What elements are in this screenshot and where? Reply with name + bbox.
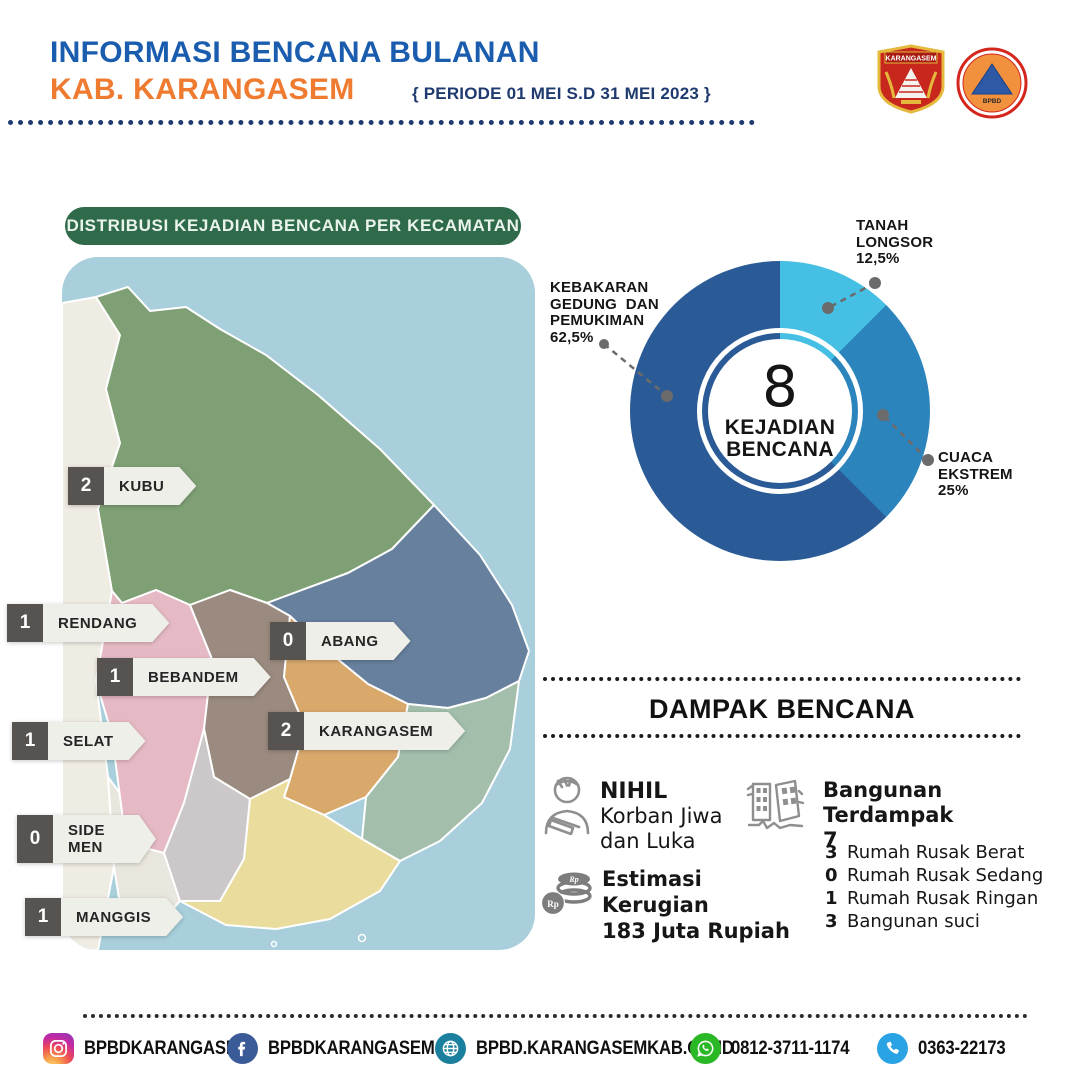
- footer-instagram[interactable]: BPBDKARANGASEM: [43, 1033, 273, 1064]
- money-loss-icon: Rp Rp: [540, 872, 592, 916]
- svg-text:BPBD: BPBD: [983, 98, 1002, 105]
- district-count: 0: [17, 815, 53, 863]
- district-label-sidemen: 0 SIDE MEN: [17, 815, 156, 863]
- svg-text:Rp: Rp: [568, 875, 578, 884]
- district-label-bebandem: 1 BEBANDEM: [97, 658, 271, 696]
- footer-whatsapp[interactable]: 0812-3711-1174: [690, 1033, 866, 1064]
- page-subtitle: KAB. KARANGASEM: [50, 73, 355, 106]
- district-count: 1: [97, 658, 133, 696]
- footer-facebook[interactable]: BPBDKARANGASEM: [227, 1033, 457, 1064]
- buildings-damage-list: 3 Rumah Rusak Berat 0 Rumah Rusak Sedang 1…: [825, 841, 1043, 933]
- map-regions: [62, 286, 530, 950]
- casualties-value: NIHIL: [600, 779, 668, 804]
- district-label-manggis: 1 MANGGIS: [25, 898, 183, 936]
- footer-website[interactable]: BPBD.KARANGASEMKAB.GO.ID: [435, 1033, 769, 1064]
- svg-text:Rp: Rp: [547, 899, 559, 909]
- whatsapp-number: 0812-3711-1174: [731, 1037, 850, 1059]
- impact-heading: DAMPAK BENCANA: [649, 694, 915, 724]
- svg-text:KARANGASEM: KARANGASEM: [886, 56, 937, 63]
- injured-person-icon: [544, 776, 590, 835]
- district-count: 1: [25, 898, 61, 936]
- slice-label-cuaca-ekstrem: CUACA EKSTREM 25%: [938, 449, 1013, 499]
- website-url: BPBD.KARANGASEMKAB.GO.ID: [476, 1037, 734, 1059]
- list-item: 0 Rumah Rusak Sedang: [825, 865, 1044, 886]
- karangasem-crest-icon: KARANGASEM: [877, 44, 945, 114]
- phone-number: 0363-22173: [918, 1037, 1006, 1059]
- losses-text: Estimasi Kerugian 183 Juta Rupiah: [602, 867, 790, 943]
- slice-label-tanah-longsor: TANAH LONGSOR 12,5%: [856, 217, 934, 267]
- district-name: RENDANG: [43, 604, 169, 642]
- map-islet: [357, 933, 367, 943]
- district-label-karangasem: 2 KARANGASEM: [268, 712, 465, 750]
- whatsapp-icon: [690, 1033, 721, 1064]
- bpbd-logo-icon: BPBD: [956, 47, 1028, 119]
- district-name: MANGGIS: [61, 898, 183, 936]
- footer-phone[interactable]: 0363-22173: [877, 1033, 1017, 1064]
- district-name: BEBANDEM: [133, 658, 271, 696]
- district-count: 1: [12, 722, 48, 760]
- facebook-handle: BPBDKARANGASEM: [268, 1037, 435, 1059]
- district-label-abang: 0 ABANG: [270, 622, 411, 660]
- page-title: INFORMASI BENCANA BULANAN: [50, 36, 540, 69]
- map-section-heading: DISTRIBUSI KEJADIAN BENCANA PER KECAMATA…: [65, 207, 521, 245]
- buildings-affected-title: Bangunan Terdampak 7: [823, 778, 1043, 853]
- instagram-handle: BPBDKARANGASEM: [84, 1037, 251, 1059]
- list-item: 3 Rumah Rusak Berat: [825, 842, 1025, 863]
- list-item: 1 Rumah Rusak Ringan: [825, 888, 1039, 909]
- casualties-text: NIHIL Korban Jiwa dan Luka: [600, 779, 723, 853]
- total-incidents-label: KEJADIAN BENCANA: [724, 415, 836, 461]
- header-divider: [8, 120, 755, 125]
- report-period: { PERIODE 01 MEI S.D 31 MEI 2023 }: [412, 84, 711, 103]
- district-name: SIDE MEN: [53, 815, 156, 863]
- district-count: 2: [268, 712, 304, 750]
- map-islet: [270, 940, 278, 948]
- donut-chart: 8 KEJADIAN BENCANA: [630, 261, 930, 561]
- district-label-rendang: 1 RENDANG: [7, 604, 169, 642]
- footer-divider: [83, 1014, 1028, 1018]
- slice-label-kebakaran: KEBAKARAN GEDUNG DAN PEMUKIMAN 62,5%: [550, 279, 659, 346]
- map-region-manggis: [179, 778, 401, 930]
- district-count: 1: [7, 604, 43, 642]
- impact-divider-bottom: [543, 734, 1021, 738]
- buildings-affected-total: 7: [823, 828, 838, 852]
- instagram-icon: [43, 1033, 74, 1064]
- district-label-kubu: 2 KUBU: [68, 467, 196, 505]
- globe-icon: [435, 1033, 466, 1064]
- total-incidents-value: 8: [762, 354, 798, 420]
- donut-inner-ring: [697, 328, 863, 494]
- impact-divider-top: [543, 677, 1021, 681]
- district-count: 2: [68, 467, 104, 505]
- district-name: ABANG: [306, 622, 411, 660]
- facebook-icon: [227, 1033, 258, 1064]
- incident-donut-section: 8 KEJADIAN BENCANA KEBAKARAN GEDUNG DAN …: [540, 205, 1080, 600]
- list-item: 3 Bangunan suci: [825, 911, 980, 932]
- map-region-karangasem: [361, 680, 520, 862]
- donut-center: 8 KEJADIAN BENCANA: [708, 339, 852, 483]
- phone-icon: [877, 1033, 908, 1064]
- district-name: SELAT: [48, 722, 146, 760]
- district-name: KUBU: [104, 467, 196, 505]
- district-name: KARANGASEM: [304, 712, 465, 750]
- district-label-selat: 1 SELAT: [12, 722, 146, 760]
- damaged-building-icon: [746, 779, 805, 830]
- district-count: 0: [270, 622, 306, 660]
